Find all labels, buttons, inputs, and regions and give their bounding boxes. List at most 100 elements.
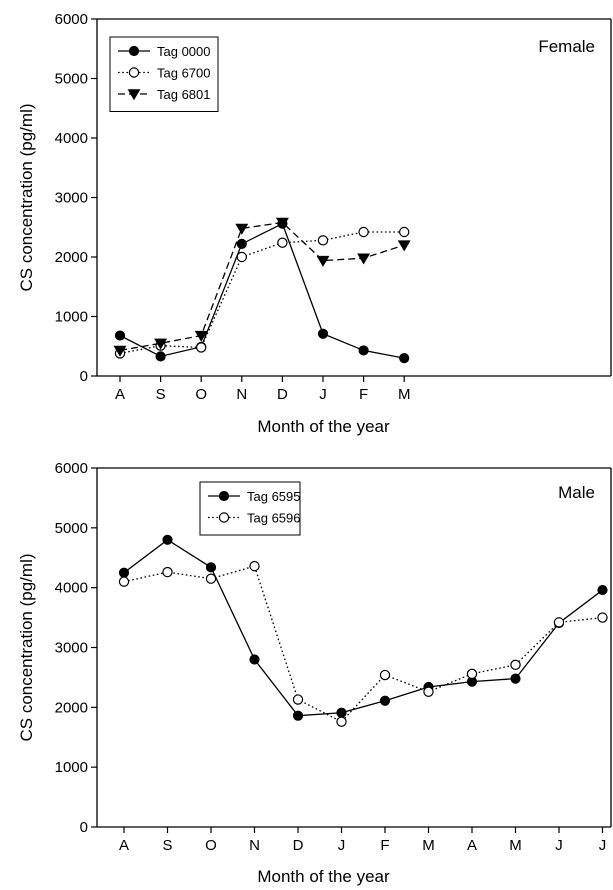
series-line xyxy=(119,231,405,355)
series-line xyxy=(123,539,603,717)
chart-panel-1: 0 1000 2000 3000 4000 5000 6000 A S O N D J F M Month o… xyxy=(17,11,612,436)
data-point xyxy=(397,240,411,252)
legend-swatch-marker xyxy=(128,67,140,78)
series-line xyxy=(123,565,603,723)
x-tick-label: J xyxy=(599,837,607,854)
data-point xyxy=(358,226,369,238)
data-point xyxy=(249,560,260,572)
x-tick-label: J xyxy=(338,837,346,854)
x-tick-label: D xyxy=(277,386,288,403)
data-point xyxy=(597,612,608,623)
data-point xyxy=(317,235,329,246)
x-tick-label: S xyxy=(162,837,172,854)
legend-label: Tag 0000 xyxy=(157,44,211,59)
x-tick-label: A xyxy=(115,386,125,403)
x-tick-label: A xyxy=(467,837,477,854)
data-point xyxy=(113,345,127,357)
x-tick-label: N xyxy=(249,837,260,854)
legend-box xyxy=(199,481,301,536)
data-point xyxy=(399,226,410,238)
data-point xyxy=(205,573,217,584)
data-point xyxy=(236,251,247,263)
x-tick-label: O xyxy=(205,837,217,854)
x-tick-label: A xyxy=(119,837,129,854)
data-point xyxy=(466,668,478,680)
data-point xyxy=(155,351,166,362)
legend-swatch-marker xyxy=(128,45,140,57)
y-tick-label: 1000 xyxy=(55,309,88,326)
legend-swatch-marker xyxy=(218,490,230,502)
series-tag-6700 xyxy=(114,226,410,359)
series-tag-6801 xyxy=(113,217,411,357)
x-axis-title: Month of the year xyxy=(257,867,390,886)
y-tick-label: 2000 xyxy=(55,249,88,266)
x-tick-label: J xyxy=(555,837,563,854)
data-point xyxy=(358,345,369,356)
series-line xyxy=(119,221,405,352)
y-tick-label: 3000 xyxy=(55,640,88,657)
series-line xyxy=(119,222,405,359)
data-point xyxy=(277,237,288,248)
legend-label: Tag 6801 xyxy=(157,87,211,102)
panel-label: Male xyxy=(558,483,595,502)
x-tick-label: F xyxy=(380,837,389,854)
data-point xyxy=(275,217,289,229)
data-point xyxy=(336,707,347,718)
data-point xyxy=(597,584,608,596)
data-point xyxy=(336,716,347,727)
data-point xyxy=(379,669,391,681)
y-tick-label: 0 xyxy=(80,819,88,836)
y-tick-label: 3000 xyxy=(55,190,88,207)
x-tick-label: J xyxy=(319,386,327,403)
panel-label: Female xyxy=(538,37,595,56)
y-tick-label: 6000 xyxy=(55,460,88,477)
y-tick-label: 0 xyxy=(80,368,88,385)
data-point xyxy=(236,238,247,250)
data-point xyxy=(379,695,391,706)
legend-label: Tag 6595 xyxy=(247,489,301,504)
data-point xyxy=(118,576,130,587)
data-point xyxy=(292,710,304,721)
data-point xyxy=(423,686,434,697)
x-tick-label: D xyxy=(293,837,304,854)
x-tick-label: N xyxy=(236,386,247,403)
data-point xyxy=(195,342,207,353)
y-tick-label: 2000 xyxy=(55,699,88,716)
y-tick-label: 1000 xyxy=(55,759,88,776)
data-point xyxy=(194,330,208,342)
data-point xyxy=(316,255,330,267)
data-point xyxy=(162,566,173,578)
legend-label: Tag 6596 xyxy=(247,511,301,526)
data-point xyxy=(162,534,173,545)
series-tag-6596 xyxy=(118,560,608,727)
x-tick-label: M xyxy=(509,837,522,854)
data-point xyxy=(205,562,217,573)
x-tick-label: F xyxy=(359,386,368,403)
y-tick-label: 5000 xyxy=(55,520,88,537)
legend-label: Tag 6700 xyxy=(157,66,211,81)
legend-swatch-marker xyxy=(127,89,141,101)
data-point xyxy=(292,694,304,705)
series-tag-6595 xyxy=(118,534,608,721)
data-point xyxy=(553,617,565,628)
data-point xyxy=(510,659,521,671)
y-tick-label: 4000 xyxy=(55,130,88,147)
chart-panel-2: 0 1000 2000 3000 4000 5000 6000 A S O N D J F M A M J J Mon… xyxy=(17,460,612,886)
data-point xyxy=(154,338,168,350)
data-point xyxy=(317,328,329,339)
x-tick-label: M xyxy=(422,837,435,854)
y-tick-label: 5000 xyxy=(55,71,88,88)
y-axis-title: CS concentration (pg/ml) xyxy=(17,553,36,741)
x-axis-title: Month of the year xyxy=(257,417,390,436)
data-point xyxy=(249,654,260,665)
data-point xyxy=(399,353,410,364)
x-tick-label: O xyxy=(195,386,207,403)
data-point xyxy=(357,253,371,265)
data-point xyxy=(118,567,130,578)
data-point xyxy=(235,223,249,235)
x-tick-label: S xyxy=(156,386,166,403)
y-tick-label: 6000 xyxy=(55,11,88,28)
legend-swatch-marker xyxy=(218,512,230,523)
legend-box xyxy=(109,36,219,112)
